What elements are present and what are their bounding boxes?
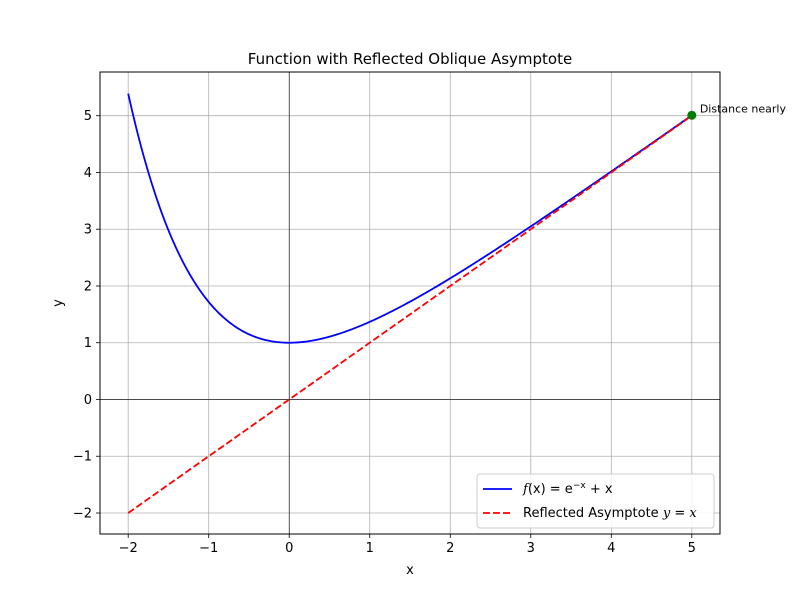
x-tick-label: 3: [527, 541, 535, 556]
points-layer: [687, 110, 697, 120]
legend-label-asymptote: Reflected Asymptote y = x: [523, 506, 697, 521]
legend-label-function: f(x) = e−x + x: [522, 481, 613, 497]
function-curve: [127, 93, 693, 344]
y-tick-label: 3: [84, 223, 92, 238]
x-tick-label: 0: [285, 541, 293, 556]
highlight-point: [687, 110, 697, 120]
x-tick-label: −1: [199, 541, 218, 556]
annotation-text: Distance nearly: [700, 102, 787, 115]
x-tick-label: 2: [446, 541, 454, 556]
y-tick-label: 0: [84, 393, 92, 408]
asymptote-line: [127, 114, 693, 514]
y-axis-label: y: [51, 299, 66, 307]
y-tick-label: −1: [73, 450, 92, 465]
y-tick-label: 2: [84, 279, 92, 294]
y-tick-label: 1: [84, 336, 92, 351]
legend-box: [476, 473, 715, 529]
annotations: Distance nearly: [700, 102, 787, 115]
grid: [100, 72, 720, 534]
ticks: −2 −1 0 1 2 3 4 5 −2 −1 0 1 2 3 4 5: [73, 109, 696, 556]
legend: f(x) = e−x + x Reflected Asymptote y = x: [476, 473, 715, 529]
x-tick-label: 4: [607, 541, 615, 556]
y-tick-label: 4: [84, 166, 92, 181]
x-axis-label: x: [406, 563, 414, 578]
chart-title: Function with Reflected Oblique Asymptot…: [248, 50, 572, 68]
x-tick-label: −2: [119, 541, 138, 556]
plot-frame: [99, 71, 721, 535]
x-tick-label: 1: [366, 541, 374, 556]
x-tick-label: 5: [688, 541, 696, 556]
y-tick-label: 5: [84, 109, 92, 124]
zero-axis-lines: [100, 72, 720, 534]
series-layer: [127, 93, 693, 514]
y-tick-label: −2: [73, 507, 92, 522]
